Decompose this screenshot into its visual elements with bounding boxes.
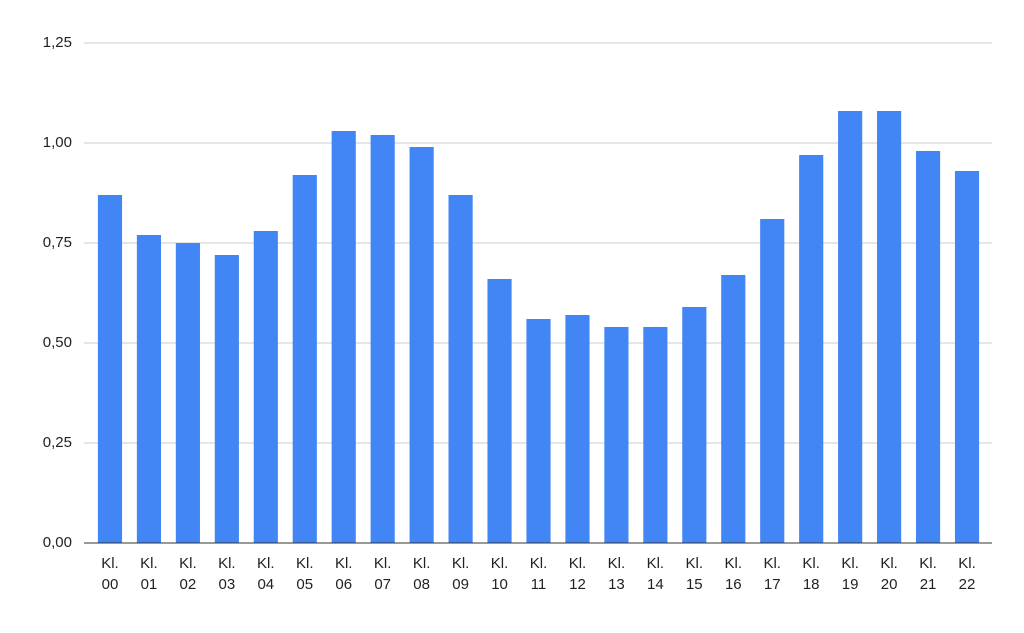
y-tick-label: 0,25	[43, 434, 72, 451]
x-tick-label: Kl. 04	[257, 555, 275, 593]
bar	[214, 255, 239, 543]
bar	[877, 111, 902, 543]
bar	[643, 327, 668, 543]
y-tick-label: 1,00	[43, 134, 72, 151]
x-tick-label: Kl. 20	[880, 555, 898, 593]
x-tick-label: Kl. 16	[724, 555, 743, 593]
bar	[526, 319, 551, 543]
bar	[175, 243, 200, 543]
x-tick-label: Kl. 07	[373, 555, 392, 593]
bar	[487, 279, 512, 543]
y-tick-label: 0,75	[43, 234, 72, 251]
x-tick-label: Kl. 11	[529, 555, 548, 593]
bar	[915, 151, 941, 543]
bar	[760, 219, 785, 543]
x-tick-label: Kl. 05	[295, 555, 314, 593]
x-tick-label: Kl. 17	[763, 555, 781, 593]
bar	[253, 231, 278, 543]
bar	[604, 327, 629, 543]
x-tick-label: Kl. 13	[607, 555, 626, 593]
x-tick-label: Kl. 22	[958, 555, 976, 593]
x-tick-label: Kl. 15	[685, 555, 704, 593]
bar	[682, 307, 707, 543]
bar	[448, 195, 473, 543]
x-tick-label: Kl. 10	[490, 555, 509, 593]
x-tick-label: Kl. 01	[140, 555, 158, 593]
bar	[292, 175, 317, 543]
x-tick-label: Kl. 18	[802, 555, 820, 593]
bar	[838, 111, 863, 543]
bar	[721, 275, 746, 543]
x-tick-label: Kl. 12	[568, 555, 587, 593]
x-tick-label: Kl. 09	[451, 555, 470, 593]
x-tick-label: Kl. 08	[412, 555, 431, 593]
y-tick-label: 1,25	[43, 34, 72, 51]
bar	[370, 135, 395, 543]
x-tick-label: Kl. 06	[334, 555, 353, 593]
bar	[97, 195, 123, 543]
bar	[954, 171, 980, 543]
bar	[409, 147, 434, 543]
y-tick-label: 0,00	[43, 534, 72, 551]
bar	[331, 131, 356, 543]
x-tick-label: Kl. 19	[841, 555, 859, 593]
x-tick-label: Kl. 00	[101, 555, 119, 593]
x-tick-label: Kl. 02	[179, 555, 197, 593]
bar	[136, 235, 162, 543]
bar	[565, 315, 590, 543]
x-tick-label: Kl. 03	[218, 555, 236, 593]
x-tick-label: Kl. 21	[919, 555, 937, 593]
y-tick-label: 0,50	[43, 334, 72, 351]
x-tick-label: Kl. 14	[646, 555, 665, 593]
bar	[799, 155, 824, 543]
